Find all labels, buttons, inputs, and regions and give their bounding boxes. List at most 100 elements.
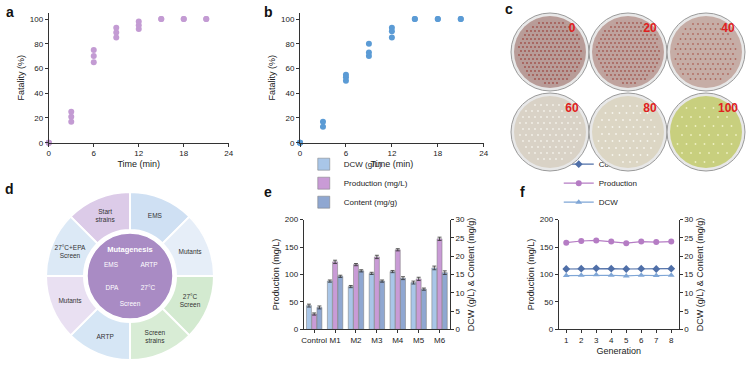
svg-text:25: 25 xyxy=(684,234,693,243)
svg-text:strains: strains xyxy=(145,337,165,344)
svg-text:c: c xyxy=(505,1,513,17)
svg-text:DPA: DPA xyxy=(106,284,120,291)
svg-text:20: 20 xyxy=(34,114,43,123)
svg-text:Screen: Screen xyxy=(180,301,201,308)
svg-text:Mutants: Mutants xyxy=(178,248,202,255)
svg-text:150: 150 xyxy=(285,243,299,252)
svg-text:2: 2 xyxy=(579,336,584,345)
svg-text:200: 200 xyxy=(285,215,299,224)
svg-text:100: 100 xyxy=(281,15,295,24)
svg-text:Time (min): Time (min) xyxy=(371,159,414,169)
svg-text:strains: strains xyxy=(96,216,116,223)
svg-text:80: 80 xyxy=(643,101,657,115)
svg-text:a: a xyxy=(6,4,14,20)
svg-text:EMS: EMS xyxy=(148,212,163,219)
svg-text:150: 150 xyxy=(540,243,554,252)
svg-text:15: 15 xyxy=(684,270,693,279)
svg-text:0: 0 xyxy=(569,21,576,35)
svg-text:0: 0 xyxy=(549,325,554,334)
svg-text:200: 200 xyxy=(540,215,554,224)
svg-text:M2: M2 xyxy=(350,336,362,345)
svg-text:3: 3 xyxy=(594,336,599,345)
svg-text:M5: M5 xyxy=(413,336,425,345)
svg-text:6: 6 xyxy=(92,149,97,158)
svg-text:40: 40 xyxy=(721,21,735,35)
svg-text:Generation: Generation xyxy=(596,346,641,356)
svg-text:5: 5 xyxy=(456,307,461,316)
svg-text:60: 60 xyxy=(285,64,294,73)
svg-text:Screen: Screen xyxy=(145,329,166,336)
svg-text:10: 10 xyxy=(456,289,465,298)
svg-text:DCW (g/L) & Content (mg/g): DCW (g/L) & Content (mg/g) xyxy=(695,218,705,332)
svg-text:1: 1 xyxy=(564,336,569,345)
svg-text:80: 80 xyxy=(34,40,43,49)
svg-text:Production (mg/L): Production (mg/L) xyxy=(344,179,408,188)
svg-text:Content: Content xyxy=(599,160,628,169)
svg-text:e: e xyxy=(264,184,272,200)
svg-text:40: 40 xyxy=(34,89,43,98)
svg-text:Mutagenesis: Mutagenesis xyxy=(107,245,152,254)
svg-text:15: 15 xyxy=(456,270,465,279)
svg-text:4: 4 xyxy=(609,336,614,345)
svg-text:6: 6 xyxy=(344,149,349,158)
svg-text:5: 5 xyxy=(684,307,689,316)
svg-text:100: 100 xyxy=(30,15,44,24)
svg-text:M3: M3 xyxy=(371,336,383,345)
svg-text:Time (min): Time (min) xyxy=(117,159,160,169)
svg-text:5: 5 xyxy=(624,336,629,345)
svg-text:d: d xyxy=(5,181,14,197)
svg-text:60: 60 xyxy=(34,64,43,73)
svg-text:Screen: Screen xyxy=(120,300,141,307)
svg-text:100: 100 xyxy=(718,101,738,115)
svg-text:7: 7 xyxy=(654,336,659,345)
svg-text:24: 24 xyxy=(479,149,488,158)
svg-text:Fatality (%): Fatality (%) xyxy=(267,55,277,101)
svg-text:24: 24 xyxy=(224,149,233,158)
svg-text:50: 50 xyxy=(544,298,553,307)
svg-text:8: 8 xyxy=(669,336,674,345)
svg-text:DCW (g/L): DCW (g/L) xyxy=(344,160,382,169)
svg-text:18: 18 xyxy=(433,149,442,158)
svg-text:ARTP: ARTP xyxy=(97,333,114,340)
svg-text:27°C: 27°C xyxy=(141,284,156,291)
svg-text:Screen: Screen xyxy=(60,252,81,259)
svg-text:27°C+EPA: 27°C+EPA xyxy=(55,244,87,251)
svg-text:20: 20 xyxy=(684,252,693,261)
svg-text:18: 18 xyxy=(179,149,188,158)
svg-text:DCW (g/L) & Content (mg/g): DCW (g/L) & Content (mg/g) xyxy=(466,218,476,332)
svg-text:Production: Production xyxy=(599,179,637,188)
svg-text:0: 0 xyxy=(290,139,295,148)
svg-text:0: 0 xyxy=(684,325,689,334)
svg-text:Fatality (%): Fatality (%) xyxy=(16,55,26,101)
svg-text:30: 30 xyxy=(456,215,465,224)
svg-text:60: 60 xyxy=(565,101,579,115)
svg-text:M6: M6 xyxy=(434,336,446,345)
svg-text:b: b xyxy=(264,4,273,20)
svg-text:6: 6 xyxy=(639,336,644,345)
svg-text:12: 12 xyxy=(134,149,143,158)
svg-text:27°C: 27°C xyxy=(183,293,198,300)
svg-text:0: 0 xyxy=(294,325,299,334)
svg-text:Content (mg/g): Content (mg/g) xyxy=(344,198,398,207)
svg-text:M1: M1 xyxy=(330,336,342,345)
svg-text:100: 100 xyxy=(540,270,554,279)
svg-text:Mutants: Mutants xyxy=(58,297,82,304)
svg-text:EMS: EMS xyxy=(104,261,119,268)
svg-text:Control: Control xyxy=(301,336,327,345)
svg-text:10: 10 xyxy=(684,289,693,298)
svg-text:50: 50 xyxy=(289,298,298,307)
svg-text:12: 12 xyxy=(387,149,396,158)
svg-text:Start: Start xyxy=(98,208,112,215)
svg-text:20: 20 xyxy=(643,21,657,35)
svg-text:DCW: DCW xyxy=(599,198,619,207)
svg-text:25: 25 xyxy=(456,234,465,243)
svg-text:40: 40 xyxy=(285,89,294,98)
svg-text:Production (mg/L): Production (mg/L) xyxy=(526,239,536,311)
svg-text:Production (mg/L): Production (mg/L) xyxy=(271,239,281,311)
svg-text:0: 0 xyxy=(47,149,52,158)
svg-text:100: 100 xyxy=(285,270,299,279)
svg-text:20: 20 xyxy=(285,114,294,123)
svg-text:20: 20 xyxy=(456,252,465,261)
svg-text:0: 0 xyxy=(39,139,44,148)
svg-text:80: 80 xyxy=(285,40,294,49)
